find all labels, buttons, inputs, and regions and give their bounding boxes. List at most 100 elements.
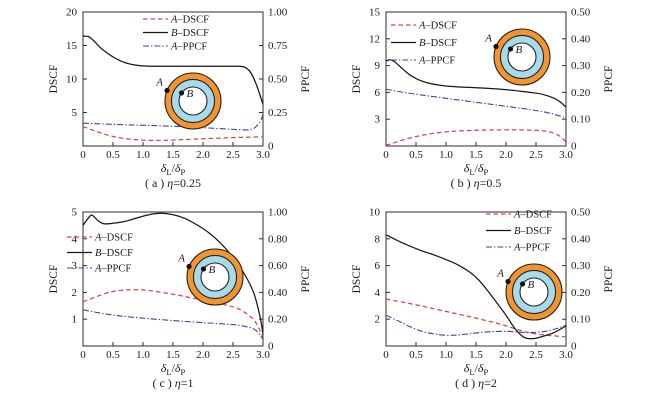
y-right-tick-label: 0.60 — [268, 260, 288, 272]
series-line-b-dscf — [386, 234, 566, 340]
right-axis-title: PPCF — [603, 66, 615, 93]
inset-ring-diagram: AB — [484, 28, 551, 86]
legend-label: B–DSCF — [171, 28, 209, 39]
y-right-tick-label: 0.30 — [571, 260, 591, 272]
inset-point-a-label: A — [155, 77, 163, 89]
legend-label: B–DSCF — [419, 38, 457, 49]
series-line-a-ppcf — [386, 314, 566, 336]
x-tick-label: 2.0 — [196, 349, 210, 361]
legend-item: A–DSCF — [391, 21, 457, 32]
y-right-zero-label: 0 — [268, 141, 274, 153]
right-axis-title: PPCF — [603, 266, 615, 293]
left-axis-title: DSCF — [48, 265, 60, 294]
x-tick-label: 2.0 — [499, 349, 513, 361]
x-tick-label: 0.5 — [106, 149, 120, 161]
x-tick-label: 0 — [383, 349, 389, 361]
y-right-zero-label: 0 — [268, 341, 274, 353]
x-tick-label: 1.0 — [439, 349, 453, 361]
y-left-tick-label: 2 — [375, 314, 381, 326]
y-left-tick-label: 1 — [72, 314, 78, 326]
subplot-d: 0 0.5 1.0 1.5 2.0 2.5 3.0 2 4 6 8 10 0.10 0.20 0.30 0.4… — [326, 200, 652, 403]
y-left-tick-label: 5 — [72, 107, 78, 119]
x-tick-label: 1.5 — [166, 149, 180, 161]
legend-item: B–DSCF — [391, 38, 457, 49]
series-line-a-ppcf — [83, 309, 263, 340]
y-right-tick-label: 0.25 — [268, 107, 288, 119]
x-tick-label: 0.5 — [409, 149, 423, 161]
legend-item: A–DSCF — [67, 233, 133, 244]
x-axis-label: δL/δP — [161, 161, 186, 177]
x-tick-label: 2.0 — [196, 149, 210, 161]
series-line-a-dscf — [386, 129, 566, 146]
legend-item: A–DSCF — [486, 210, 552, 221]
inset-point-a — [164, 87, 170, 94]
subplot-a-svg: 0 0.5 1.0 1.5 2.0 2.5 3.0 5 10 15 20 0.25 0.50 0.75 1.… — [48, 7, 312, 191]
inset-ring-diagram: AB — [155, 72, 222, 130]
subplot-b-svg: 0 0.5 1.0 1.5 2.0 2.5 3.0 3 6 9 12 15 0.10 0.20 0.30 0.… — [351, 7, 615, 191]
inset-point-b-label: B — [528, 279, 535, 291]
x-tick-label: 1.5 — [166, 349, 180, 361]
y-right-tick-label: 0.20 — [571, 287, 591, 299]
inset-core — [507, 42, 537, 72]
legend-item: A–PPCF — [143, 42, 207, 53]
x-tick-label: 1.0 — [136, 349, 150, 361]
y-right-tick-label: 0.40 — [268, 287, 288, 299]
y-right-tick-label: 0.80 — [268, 233, 288, 245]
x-tick-label: 1.0 — [439, 149, 453, 161]
subplot-a: 0 0.5 1.0 1.5 2.0 2.5 3.0 5 10 15 20 0.25 0.50 0.75 1.… — [0, 0, 326, 200]
y-right-tick-label: 0.30 — [571, 60, 591, 72]
legend-item: B–DSCF — [486, 226, 552, 237]
series-line-a-dscf — [386, 298, 566, 338]
inset-point-b — [200, 266, 207, 272]
x-tick-label: 2.5 — [529, 149, 543, 161]
x-tick-label: 3.0 — [256, 349, 270, 361]
y-left-tick-label: 10 — [66, 74, 78, 86]
inset-point-a — [505, 278, 511, 285]
x-tick-label: 2.5 — [226, 149, 240, 161]
subplot-caption: ( a ) η=0.25 — [145, 176, 201, 190]
subplot-caption: ( c ) η=1 — [152, 376, 193, 390]
y-right-tick-label: 1.00 — [268, 207, 288, 219]
x-tick-label: 2.0 — [499, 149, 513, 161]
inset-point-b-label: B — [209, 264, 216, 276]
legend-item: A–DSCF — [143, 15, 209, 26]
y-left-tick-label: 20 — [66, 7, 78, 19]
y-left-tick-label: 15 — [369, 7, 381, 19]
inset-point-b-label: B — [187, 88, 194, 100]
left-axis-title: DSCF — [351, 265, 363, 294]
legend: A–DSCF B–DSCF A–PPCF — [391, 21, 457, 67]
x-tick-label: 1.5 — [469, 149, 483, 161]
x-tick-label: 1.0 — [136, 149, 150, 161]
x-axis-label: δL/δP — [464, 161, 489, 177]
y-right-tick-label: 0.40 — [571, 233, 591, 245]
x-tick-label: 1.5 — [469, 349, 483, 361]
y-left-tick-label: 9 — [375, 60, 381, 72]
right-axis-title: PPCF — [300, 266, 312, 293]
x-tick-label: 0 — [80, 149, 86, 161]
subplot-b: 0 0.5 1.0 1.5 2.0 2.5 3.0 3 6 9 12 15 0.10 0.20 0.30 0.… — [326, 0, 652, 200]
inset-point-a — [186, 263, 192, 270]
inset-core — [200, 262, 230, 292]
series-line-b-dscf — [83, 212, 263, 335]
inset-point-a-label: A — [177, 253, 185, 265]
legend: A–DSCF B–DSCF A–PPCF — [143, 15, 209, 53]
left-axis-title: DSCF — [351, 65, 363, 94]
legend-label: A–PPCF — [94, 264, 131, 275]
legend-item: B–DSCF — [67, 248, 133, 259]
x-tick-label: 3.0 — [559, 349, 573, 361]
y-right-zero-label: 0 — [571, 341, 577, 353]
x-axis-label: δL/δP — [464, 361, 489, 377]
left-axis-title: DSCF — [48, 65, 60, 94]
x-tick-label: 3.0 — [256, 149, 270, 161]
subplot-c: 0 0.5 1.0 1.5 2.0 2.5 3.0 1 2 3 4 5 0.20 0.40 0.60 0.80… — [0, 200, 326, 403]
right-axis-title: PPCF — [300, 66, 312, 93]
y-left-tick-label: 3 — [72, 260, 78, 272]
y-right-zero-label: 0 — [571, 141, 577, 153]
y-left-tick-label: 15 — [66, 40, 78, 52]
inset-point-b — [507, 46, 514, 52]
legend-item: A–PPCF — [391, 56, 455, 67]
series-line-b-dscf — [386, 59, 566, 108]
legend-label: A–PPCF — [513, 243, 550, 254]
legend-label: A–DSCF — [170, 15, 209, 26]
y-right-tick-label: 0.50 — [571, 207, 591, 219]
